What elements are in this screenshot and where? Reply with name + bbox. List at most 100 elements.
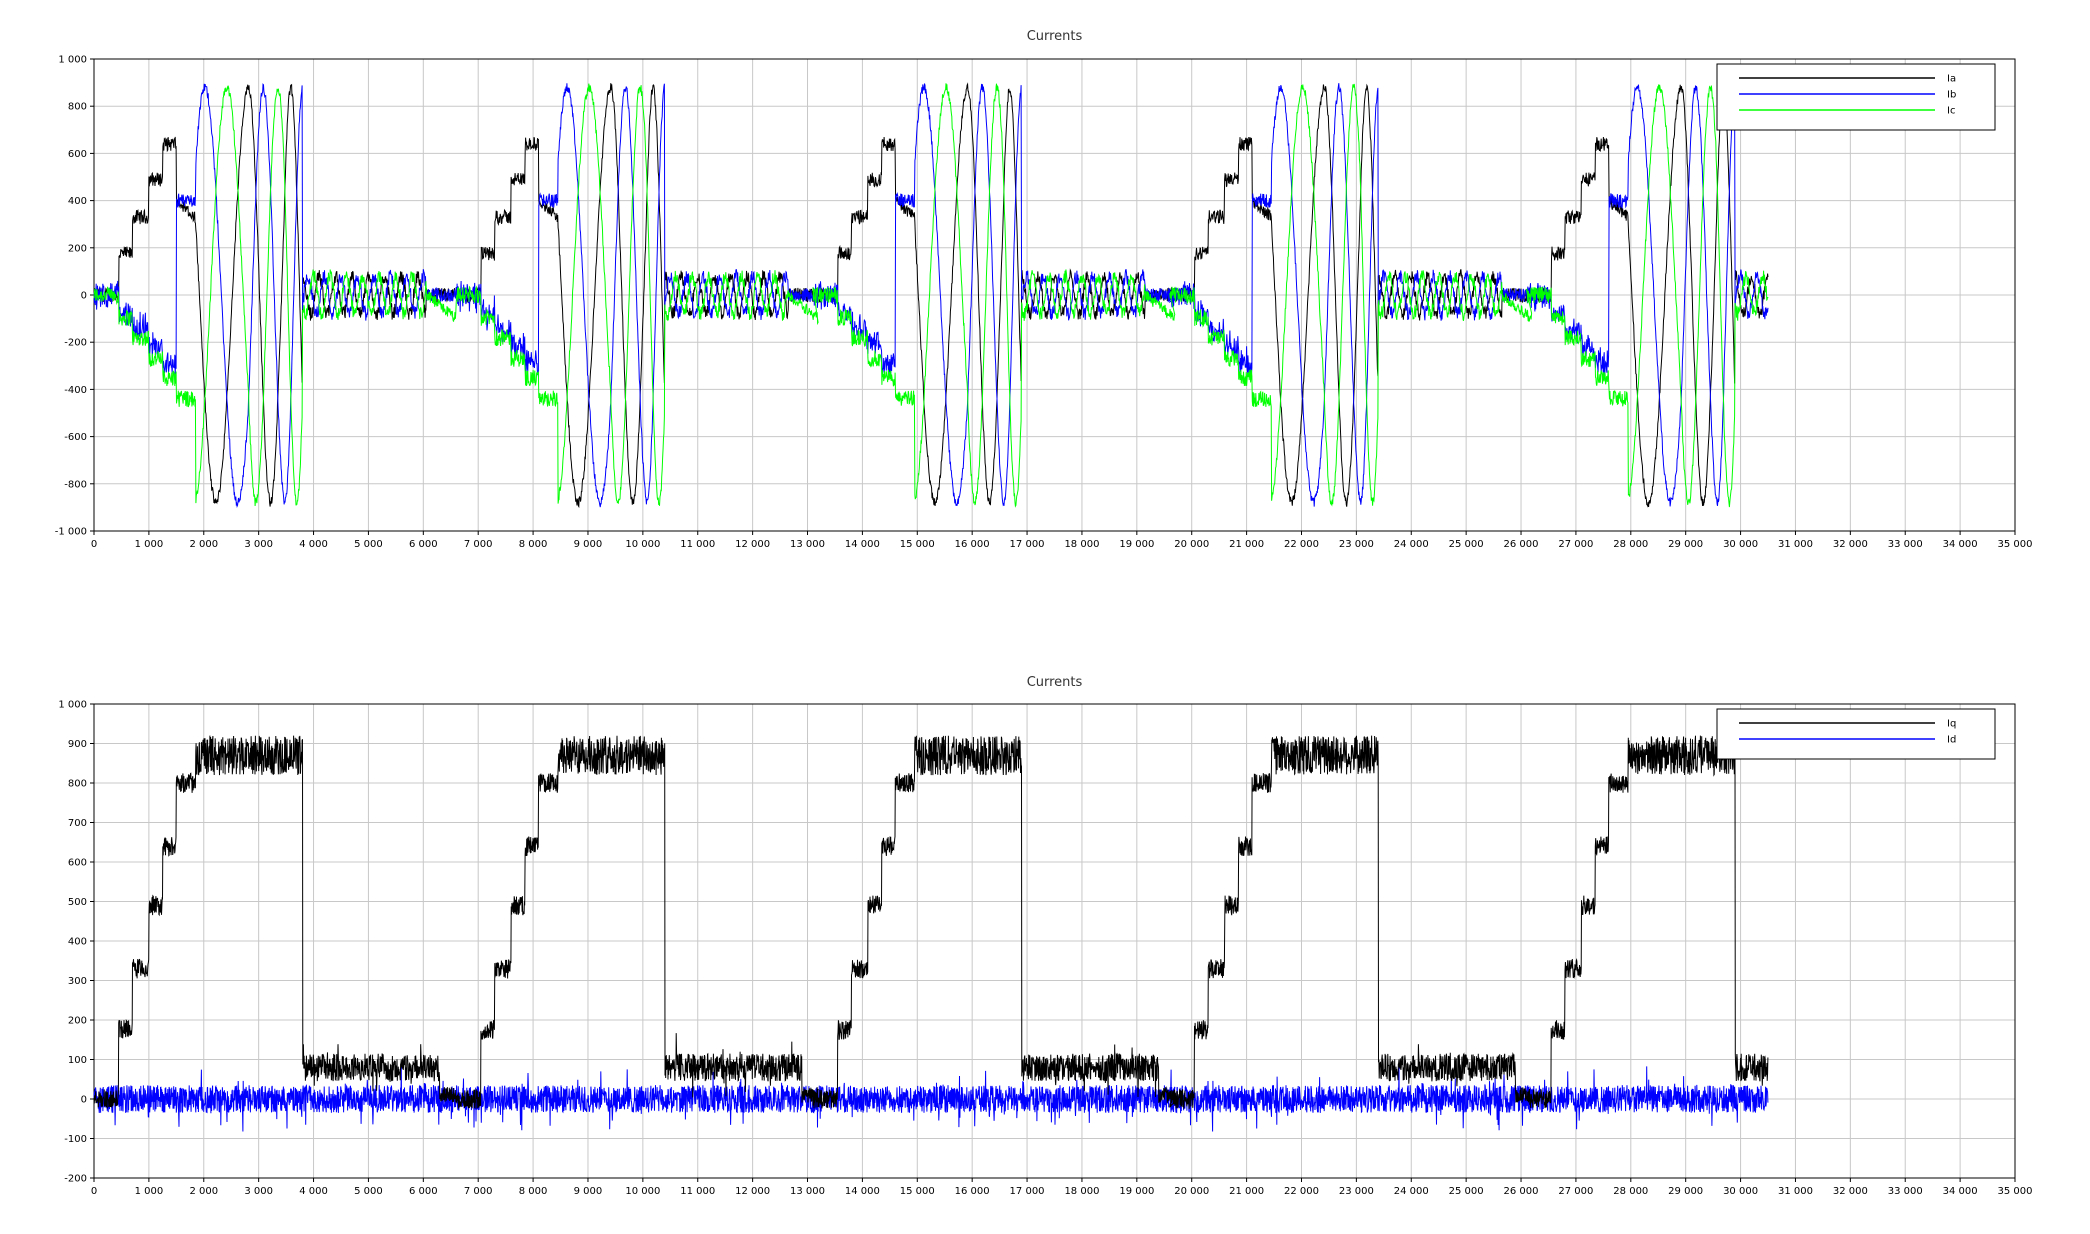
x-tick-label: 34 000 xyxy=(1943,1186,1978,1197)
y-tick-label: 700 xyxy=(68,818,87,829)
x-tick-label: 24 000 xyxy=(1394,1186,1429,1197)
y-tick-label: 300 xyxy=(68,976,87,987)
y-tick-label: 800 xyxy=(68,102,87,113)
legend: Ia Ib Ic xyxy=(1716,63,1996,131)
y-tick-label: 0 xyxy=(81,291,87,302)
y-tick-label: -200 xyxy=(64,1174,87,1185)
y-tick-label: 1 000 xyxy=(58,55,87,66)
x-tick-label: 8 000 xyxy=(519,1186,548,1197)
x-tick-label: 33 000 xyxy=(1888,1186,1923,1197)
x-tick-label: 8 000 xyxy=(519,539,548,550)
x-tick-label: 31 000 xyxy=(1778,539,1813,550)
legend-label-ia: Ia xyxy=(1947,74,1956,85)
x-tick-label: 1 000 xyxy=(135,1186,164,1197)
x-tick-label: 22 000 xyxy=(1284,1186,1319,1197)
x-tick-label: 7 000 xyxy=(464,539,493,550)
x-tick-label: 31 000 xyxy=(1778,1186,1813,1197)
x-tick-label: 19 000 xyxy=(1119,1186,1154,1197)
y-tick-label: 0 xyxy=(81,1095,87,1106)
x-tick-label: 23 000 xyxy=(1339,539,1374,550)
x-tick-label: 29 000 xyxy=(1668,539,1703,550)
x-tick-label: 0 xyxy=(91,539,97,550)
x-tick-label: 15 000 xyxy=(900,539,935,550)
x-tick-label: 2 000 xyxy=(189,1186,218,1197)
x-tick-label: 3 000 xyxy=(244,1186,273,1197)
series-line-ib xyxy=(93,83,1769,508)
y-tick-label: 600 xyxy=(68,149,87,160)
legend-label-ic: Ic xyxy=(1947,106,1955,117)
y-tick-label: -600 xyxy=(64,432,87,443)
x-tick-label: 35 000 xyxy=(1998,1186,2033,1197)
series-line-id xyxy=(93,1064,1769,1132)
x-tick-label: 19 000 xyxy=(1119,539,1154,550)
x-tick-label: 1 000 xyxy=(135,539,164,550)
x-tick-label: 24 000 xyxy=(1394,539,1429,550)
legend-label-id: Id xyxy=(1947,735,1956,746)
x-tick-label: 35 000 xyxy=(1998,539,2033,550)
x-tick-label: 27 000 xyxy=(1558,539,1593,550)
y-tick-label: -100 xyxy=(64,1134,87,1145)
legend: Iq Id xyxy=(1716,708,1996,760)
x-tick-label: 28 000 xyxy=(1613,539,1648,550)
x-tick-label: 9 000 xyxy=(574,1186,603,1197)
x-tick-label: 15 000 xyxy=(900,1186,935,1197)
legend-box xyxy=(1716,708,1996,760)
x-tick-label: 21 000 xyxy=(1229,1186,1264,1197)
x-tick-label: 10 000 xyxy=(625,1186,660,1197)
x-tick-label: 16 000 xyxy=(955,539,990,550)
y-tick-label: 800 xyxy=(68,779,87,790)
x-tick-label: 34 000 xyxy=(1943,539,1978,550)
x-tick-label: 27 000 xyxy=(1558,1186,1593,1197)
y-tick-label: 500 xyxy=(68,897,87,908)
x-tick-label: 7 000 xyxy=(464,1186,493,1197)
x-tick-label: 21 000 xyxy=(1229,539,1264,550)
x-tick-label: 5 000 xyxy=(354,539,383,550)
y-tick-label: -400 xyxy=(64,385,87,396)
y-tick-label: -1 000 xyxy=(55,527,87,538)
x-tick-label: 20 000 xyxy=(1174,539,1209,550)
x-tick-label: 9 000 xyxy=(574,539,603,550)
x-tick-label: 26 000 xyxy=(1504,539,1539,550)
x-tick-label: 26 000 xyxy=(1504,1186,1539,1197)
y-tick-label: 100 xyxy=(68,1055,87,1066)
x-tick-label: 6 000 xyxy=(409,1186,438,1197)
x-tick-label: 25 000 xyxy=(1449,1186,1484,1197)
y-tick-label: -200 xyxy=(64,338,87,349)
x-tick-label: 30 000 xyxy=(1723,539,1758,550)
x-tick-label: 17 000 xyxy=(1010,1186,1045,1197)
x-tick-label: 10 000 xyxy=(625,539,660,550)
chart-title: Currents xyxy=(1027,29,1083,44)
x-tick-label: 11 000 xyxy=(680,1186,715,1197)
x-tick-label: 25 000 xyxy=(1449,539,1484,550)
x-tick-label: 29 000 xyxy=(1668,1186,1703,1197)
x-tick-label: 3 000 xyxy=(244,539,273,550)
x-tick-label: 20 000 xyxy=(1174,1186,1209,1197)
legend-label-ib: Ib xyxy=(1947,90,1956,101)
x-tick-label: 5 000 xyxy=(354,1186,383,1197)
x-tick-label: 12 000 xyxy=(735,1186,770,1197)
y-tick-label: 1 000 xyxy=(58,700,87,711)
x-tick-label: 33 000 xyxy=(1888,539,1923,550)
series-line-ic xyxy=(93,83,1769,508)
y-tick-label: 400 xyxy=(68,196,87,207)
x-tick-label: 0 xyxy=(91,1186,97,1197)
x-tick-label: 12 000 xyxy=(735,539,770,550)
y-tick-label: 900 xyxy=(68,739,87,750)
y-tick-label: 200 xyxy=(68,243,87,254)
x-tick-label: 6 000 xyxy=(409,539,438,550)
x-tick-label: 23 000 xyxy=(1339,1186,1374,1197)
x-tick-label: 18 000 xyxy=(1064,539,1099,550)
x-tick-label: 16 000 xyxy=(955,1186,990,1197)
x-tick-label: 28 000 xyxy=(1613,1186,1648,1197)
x-tick-label: 14 000 xyxy=(845,539,880,550)
x-tick-label: 13 000 xyxy=(790,1186,825,1197)
x-tick-label: 22 000 xyxy=(1284,539,1319,550)
y-tick-label: 600 xyxy=(68,858,87,869)
legend-box xyxy=(1716,63,1996,131)
chart-abc-currents: Currents 0 1 000 2 000 3 000 4 000 5 000 6 000 7… xyxy=(55,29,2033,550)
x-tick-label: 2 000 xyxy=(189,539,218,550)
y-tick-label: -800 xyxy=(64,479,87,490)
x-tick-label: 13 000 xyxy=(790,539,825,550)
x-tick-label: 14 000 xyxy=(845,1186,880,1197)
